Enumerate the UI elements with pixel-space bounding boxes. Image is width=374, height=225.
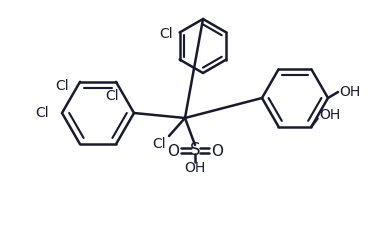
Text: O: O [211, 144, 223, 158]
Text: O: O [167, 144, 179, 158]
Text: OH: OH [184, 161, 206, 175]
Text: S: S [190, 141, 200, 159]
Text: Cl: Cl [35, 106, 49, 120]
Text: OH: OH [319, 108, 340, 122]
Text: OH: OH [339, 85, 361, 99]
Text: Cl: Cl [55, 79, 69, 93]
Text: Cl: Cl [152, 137, 166, 151]
Text: Cl: Cl [159, 27, 172, 41]
Text: Cl: Cl [105, 89, 119, 103]
